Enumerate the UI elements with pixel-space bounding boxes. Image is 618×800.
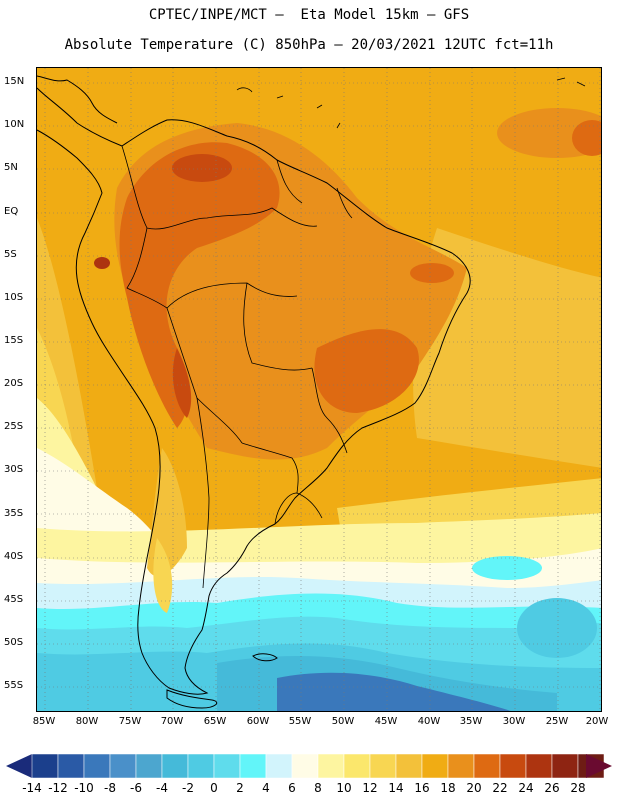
colorbar-cell: [213, 753, 241, 779]
field-continent-22: [119, 142, 280, 428]
colorbar-label-28: 28: [570, 781, 586, 795]
colorbar-label-12: 12: [362, 781, 378, 795]
colorbar-cell: [421, 753, 449, 779]
colorbar-cell: [317, 753, 345, 779]
lon-label-70w: 70W: [160, 716, 184, 727]
lon-label-60w: 60W: [246, 716, 270, 727]
colorbar-cell: [187, 753, 215, 779]
colorbar-cell: [31, 753, 59, 779]
colorbar-label-4: 4: [262, 781, 270, 795]
lon-label-65w: 65W: [203, 716, 227, 727]
lat-label-5s: 5S: [4, 249, 17, 260]
colorbar-cell: [551, 753, 579, 779]
lon-label-25w: 25W: [545, 716, 569, 727]
colorbar-cell: [499, 753, 527, 779]
coastline-south-america: [37, 87, 471, 695]
lat-label-10s: 10S: [4, 292, 24, 303]
colorbar-label-neg2: -2: [182, 781, 194, 795]
colorbar-low-arrow: [6, 754, 32, 778]
lat-label-40s: 40S: [4, 551, 24, 562]
lon-label-85w: 85W: [32, 716, 56, 727]
colorbar-cell: [83, 753, 111, 779]
lat-label-35s: 35S: [4, 508, 24, 519]
colorbar-cell: [473, 753, 501, 779]
colorbar-cell: [57, 753, 85, 779]
lat-label-30s: 30S: [4, 464, 24, 475]
country-borders: [121, 145, 353, 589]
colorbar-legend: [6, 753, 612, 779]
field-ne-atlantic-22: [572, 120, 601, 156]
lon-label-55w: 55W: [288, 716, 312, 727]
field-atlantic-cyan1: [517, 598, 597, 658]
colorbar-label-8: 8: [314, 781, 322, 795]
colorbar-label-6: 6: [288, 781, 296, 795]
field-atlantic-cyan2: [472, 556, 542, 580]
colorbar-high-arrow: [586, 754, 612, 778]
chart-title-line2: Absolute Temperature (C) 850hPa – 20/03/…: [64, 37, 554, 53]
coastline-caribbean-islands: [236, 77, 586, 129]
field-brazil-22: [314, 329, 419, 413]
colorbar-label-neg14: -14: [22, 781, 42, 795]
lon-label-35w: 35W: [459, 716, 483, 727]
lon-label-80w: 80W: [75, 716, 99, 727]
lon-label-30w: 30W: [502, 716, 526, 727]
colorbar-label-0: 0: [210, 781, 218, 795]
lon-label-75w: 75W: [118, 716, 142, 727]
colorbar-label-18: 18: [440, 781, 456, 795]
colorbar-label-26: 26: [544, 781, 560, 795]
chart-title-line1: CPTEC/INPE/MCT – Eta Model 15km – GFS: [148, 7, 470, 23]
colorbar-cell: [265, 753, 293, 779]
lon-label-50w: 50W: [331, 716, 355, 727]
colorbar-cell: [135, 753, 163, 779]
colorbar-label-10: 10: [336, 781, 352, 795]
lat-label-45s: 45S: [4, 594, 24, 605]
colorbar-label-22: 22: [492, 781, 508, 795]
lat-label-50s: 50S: [4, 637, 24, 648]
colorbar-cell: [447, 753, 475, 779]
lat-label-20s: 20S: [4, 378, 24, 389]
colorbar-cell: [161, 753, 189, 779]
colorbar-cell: [395, 753, 423, 779]
colorbar-cell: [369, 753, 397, 779]
colorbar-label-neg10: -10: [74, 781, 94, 795]
colorbar-label-16: 16: [414, 781, 430, 795]
colorbar-label-neg4: -4: [156, 781, 168, 795]
colorbar-cell: [239, 753, 267, 779]
lat-label-15s: 15S: [4, 335, 24, 346]
field-south-neg4: [277, 672, 511, 711]
colorbar-cell: [291, 753, 319, 779]
lat-label-15n: 15N: [4, 76, 25, 87]
lon-label-40w: 40W: [417, 716, 441, 727]
colorbar-cells: [31, 753, 605, 779]
field-venezuela-24: [172, 154, 232, 182]
colorbar-cell: [109, 753, 137, 779]
colorbar-cell: [525, 753, 553, 779]
field-andes-24: [172, 348, 192, 418]
lat-label-10n: 10N: [4, 119, 25, 130]
temperature-field-svg: [37, 68, 601, 711]
lat-label-5n: 5N: [4, 162, 18, 173]
colorbar-label-neg8: -8: [104, 781, 116, 795]
lon-label-20w: 20W: [585, 716, 609, 727]
colorbar-label-neg12: -12: [48, 781, 68, 795]
coastline-tierra-del-fuego: [166, 689, 218, 709]
colorbar-label-24: 24: [518, 781, 534, 795]
lat-label-eq: EQ: [4, 206, 19, 217]
colorbar-cell: [343, 753, 371, 779]
colorbar-label-20: 20: [466, 781, 482, 795]
colorbar-label-neg6: -6: [130, 781, 142, 795]
field-cone-14: [153, 538, 173, 613]
lon-label-45w: 45W: [374, 716, 398, 727]
coastline-falklands: [252, 653, 278, 662]
coastline-central-america: [37, 75, 118, 124]
lat-label-25s: 25S: [4, 421, 24, 432]
colorbar-label-14: 14: [388, 781, 404, 795]
temperature-map: [36, 67, 602, 712]
field-sw-andes-24: [94, 257, 110, 269]
colorbar-label-2: 2: [236, 781, 244, 795]
lat-label-55s: 55S: [4, 680, 24, 691]
field-ne-brazil-22: [410, 263, 454, 283]
field-pacific-8: [37, 448, 167, 548]
